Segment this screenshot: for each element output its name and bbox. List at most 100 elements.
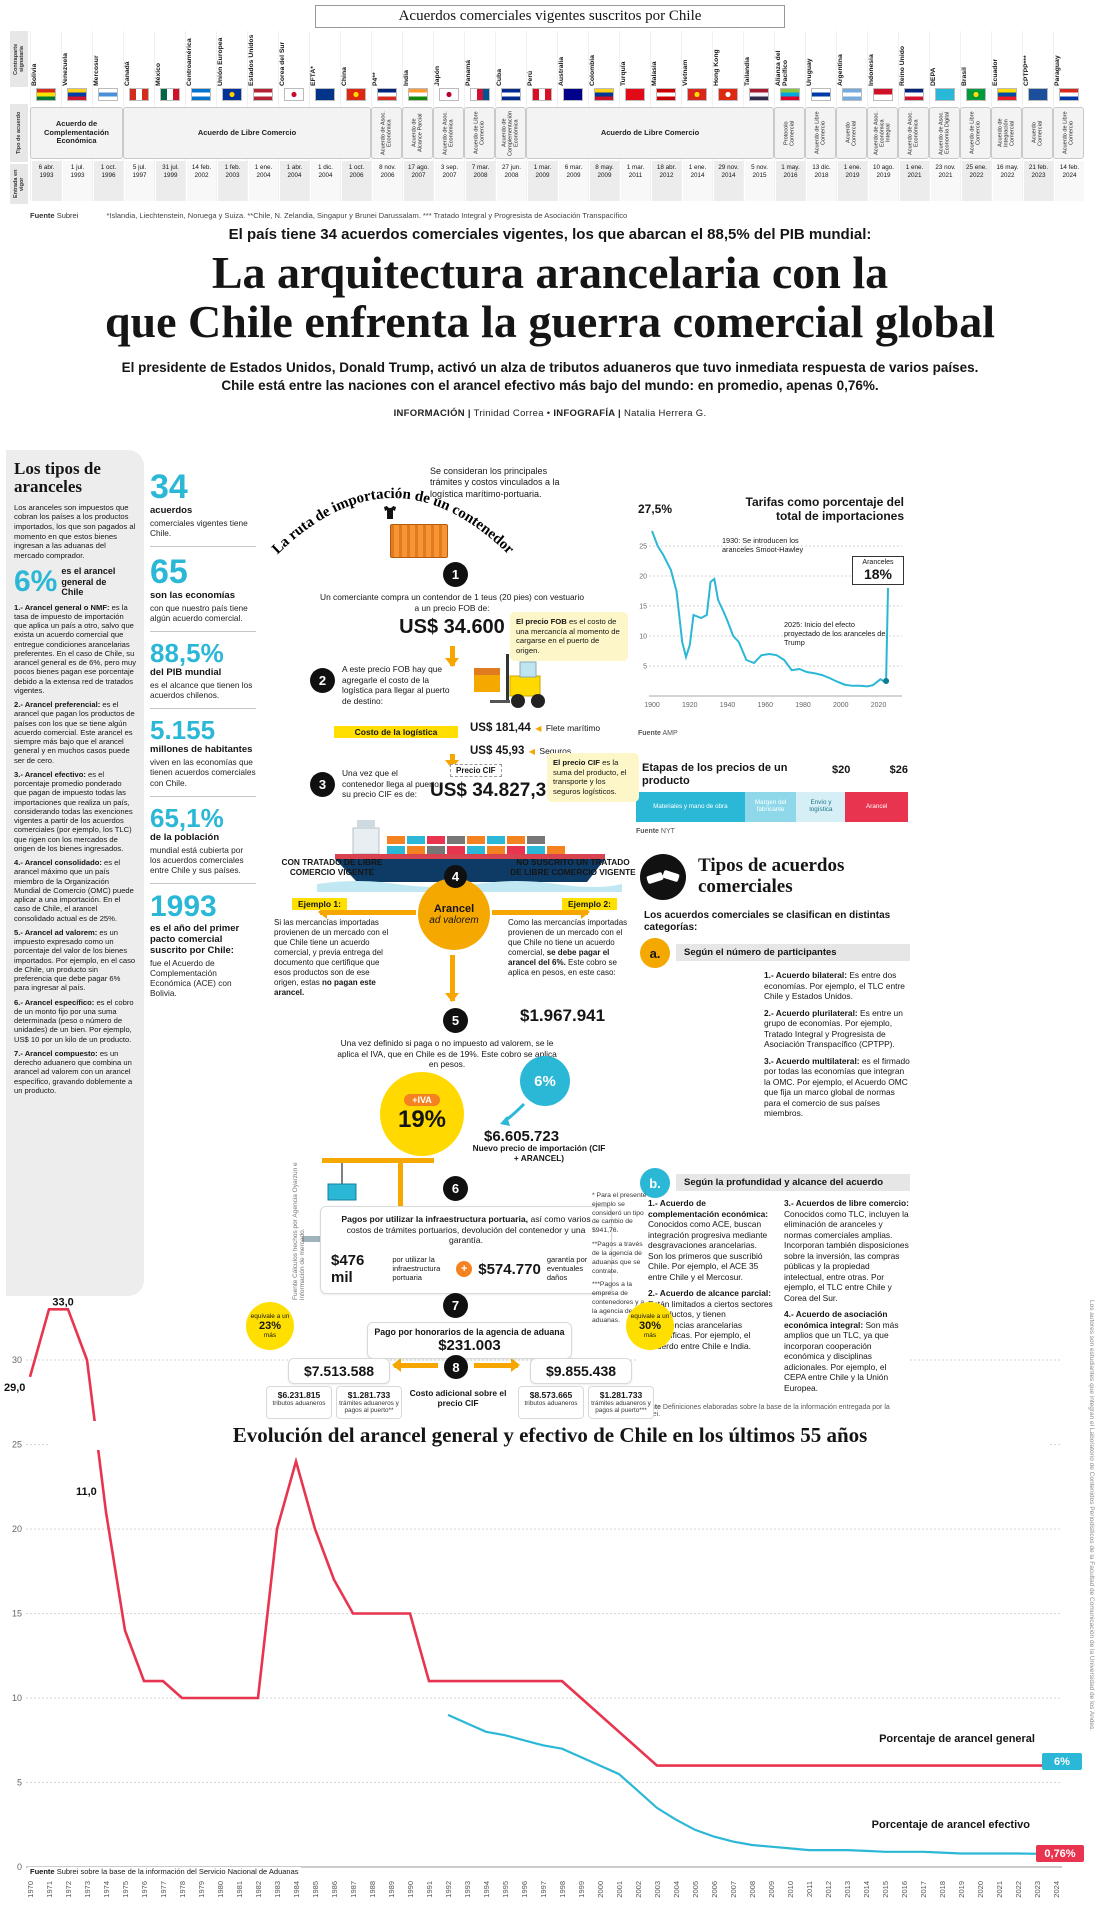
cif-note-term: El precio CIF xyxy=(553,758,600,767)
smoot-hawley-annotation: 1930: Se introducen los aranceles Smoot-… xyxy=(722,536,804,555)
svg-text:10: 10 xyxy=(12,1693,22,1703)
svg-text:5: 5 xyxy=(17,1778,22,1788)
iva-percent: 19% xyxy=(397,1106,447,1133)
eq-post: más xyxy=(263,1332,277,1340)
step-8-circle: 8 xyxy=(444,1355,468,1379)
agreement-type: Acuerdo de Libre Comercio xyxy=(805,107,836,159)
svg-text:20: 20 xyxy=(12,1524,22,1534)
svg-text:1974: 1974 xyxy=(102,1881,111,1898)
source-label: Fuente xyxy=(638,730,661,737)
pre-tariff-price: $20 xyxy=(832,764,851,776)
svg-text:1993: 1993 xyxy=(463,1881,472,1898)
source-value: Subrei sobre la base de la información d… xyxy=(56,1867,299,1876)
stat-item: 34 acuerdos comerciales vigentes tiene Chi… xyxy=(150,470,256,538)
treaty-column: Argentina 1 ene. 2019 xyxy=(836,31,867,201)
entry-date: 14 feb. 2002 xyxy=(186,161,216,201)
svg-text:1990: 1990 xyxy=(406,1881,415,1898)
equivalent-23pct-circle: equivale a un 23% más xyxy=(246,1302,294,1350)
trump-annotation: 2025: Inicio del efecto proyectado de lo… xyxy=(784,620,886,648)
divider xyxy=(150,631,256,633)
credit-separator: • xyxy=(546,407,551,419)
svg-text:20: 20 xyxy=(639,574,647,581)
tariff-type-term: 5.- Arancel ad valorem: xyxy=(14,927,100,937)
cif-label: Precio CIF xyxy=(450,764,502,777)
step-3-circle: 3 xyxy=(310,772,335,797)
treaty-column: Turquía 1 mar. 2011 xyxy=(619,31,650,201)
country-name: México xyxy=(155,62,162,86)
stat-description: fue el Acuerdo de Complementación Económ… xyxy=(150,957,232,999)
tariff-type-term: 6.- Arancel específico: xyxy=(14,997,97,1007)
country-flag-icon xyxy=(253,88,273,101)
tariff-types-title: Los tipos de aranceles xyxy=(14,459,101,497)
title-line-2: que Chile enfrenta la guerra comercial g… xyxy=(104,295,996,347)
svg-text:2010: 2010 xyxy=(786,1881,795,1898)
country-flag-icon xyxy=(780,88,800,101)
final-price: $26 xyxy=(889,764,908,776)
entry-date: 25 ene. 2022 xyxy=(961,161,991,201)
agreement-type: Acuerdo de Complementación Económica xyxy=(495,107,526,159)
agreement-type: Acuerdo de Alcance Parcial xyxy=(402,107,433,159)
agreement-definition: 4.- Acuerdo de asociación económica inte… xyxy=(784,1309,899,1393)
tariff-type-term: 2.- Arancel preferencial: xyxy=(14,700,103,710)
treaty-column: Estados Unidos 1 ene. 2004 xyxy=(247,31,278,201)
divider xyxy=(150,795,256,797)
fta-yes-header: CON TRATADO DE LIBRE COMERCIO VIGENTE xyxy=(281,857,383,877)
country-flag-icon xyxy=(718,88,738,101)
price-stages-panel: Etapas de los precios de un producto $20… xyxy=(636,762,908,846)
svg-text:11,0: 11,0 xyxy=(76,1486,97,1498)
entry-date: 6 abr. 1993 xyxy=(31,161,61,201)
stat-description: viven en las economías que tienen acuerd… xyxy=(150,757,256,788)
source-value: NYT xyxy=(660,828,675,835)
treaty-column: Japón 3 sep. 2007 xyxy=(433,31,464,201)
country-name: Hong Kong xyxy=(713,49,720,86)
example-1-bold: no pagan este arancel. xyxy=(274,978,376,997)
tariff-type-item: 1.- Arancel general o NMF: es la tasa de… xyxy=(14,602,136,695)
country-name: Uruguay xyxy=(806,58,813,86)
effective-tariff-legend: Porcentaje de arancel efectivo xyxy=(871,1819,1030,1831)
country-flag-icon xyxy=(315,88,335,101)
svg-text:2023: 2023 xyxy=(1033,1881,1042,1898)
exchange-rate-notes: * Para el presente ejemplo se consideró … xyxy=(592,1192,648,1326)
country-name: Malasia xyxy=(651,61,658,86)
svg-text:2022: 2022 xyxy=(1014,1881,1023,1898)
entry-date: 27 jun. 2008 xyxy=(496,161,526,201)
svg-text:2000: 2000 xyxy=(596,1881,605,1898)
agreement-types-title: Tipos de acuerdos comerciales xyxy=(698,855,845,897)
source-value: AMP xyxy=(662,730,678,737)
country-name: Paraguay xyxy=(1054,55,1061,86)
left-arrow-icon: ◀ xyxy=(535,724,542,733)
section-b-header: Según la profundidad y alcance del acuer… xyxy=(676,1174,910,1191)
country-flag-icon xyxy=(935,88,955,101)
stat-label: son las economías xyxy=(150,590,236,602)
country-flag-icon xyxy=(873,88,893,101)
svg-text:1980: 1980 xyxy=(795,702,811,709)
breakdown-box: $1.281.733 trámites aduaneros y pagos al… xyxy=(588,1386,654,1419)
general-tariff-label: es el arancel general de Chile xyxy=(61,566,116,597)
stat-item: 1993 es el año del primer pacto comercial… xyxy=(150,891,256,999)
page-title: La arquitectura arancelaria con la que C… xyxy=(0,248,1100,347)
route-subtitle: Se consideran los principales trámites y… xyxy=(430,466,560,499)
agreements-table: Acuerdos comerciales vigentes suscritos … xyxy=(0,0,1100,222)
country-flag-icon xyxy=(36,88,56,101)
equivalent-30pct-circle: equivale a un 30% más xyxy=(626,1302,674,1350)
cif-price: US$ 34.827,37 xyxy=(430,780,557,801)
country-name: Unión Europea xyxy=(217,37,224,86)
country-name: Colombia xyxy=(589,55,596,86)
step-6-circle: 6 xyxy=(443,1176,468,1201)
entry-date: 1 abr. 2004 xyxy=(279,161,309,201)
svg-text:2014: 2014 xyxy=(862,1881,871,1898)
country-flag-icon xyxy=(656,88,676,101)
fob-price: US$ 34.600 xyxy=(399,616,505,638)
country-flag-icon xyxy=(904,88,924,101)
cif-note-text: es la suma del producto, el transporte y… xyxy=(553,758,627,796)
country-name: P4** xyxy=(372,72,379,86)
section-a-header: Según el número de participantes xyxy=(676,944,910,961)
price-stage-segment: Margen del fabricante xyxy=(744,792,797,822)
general-tariff-badge: 6% xyxy=(1042,1753,1082,1770)
entry-date: 1 ene. 2019 xyxy=(837,161,867,201)
svg-text:2015: 2015 xyxy=(881,1881,890,1898)
agreement-type: Acuerdo Comercial xyxy=(1022,107,1053,159)
tariff-6pct-circle: 6% xyxy=(520,1056,570,1106)
breakdown-label: trámites aduaneros y pagos al puerto** xyxy=(339,1400,399,1415)
